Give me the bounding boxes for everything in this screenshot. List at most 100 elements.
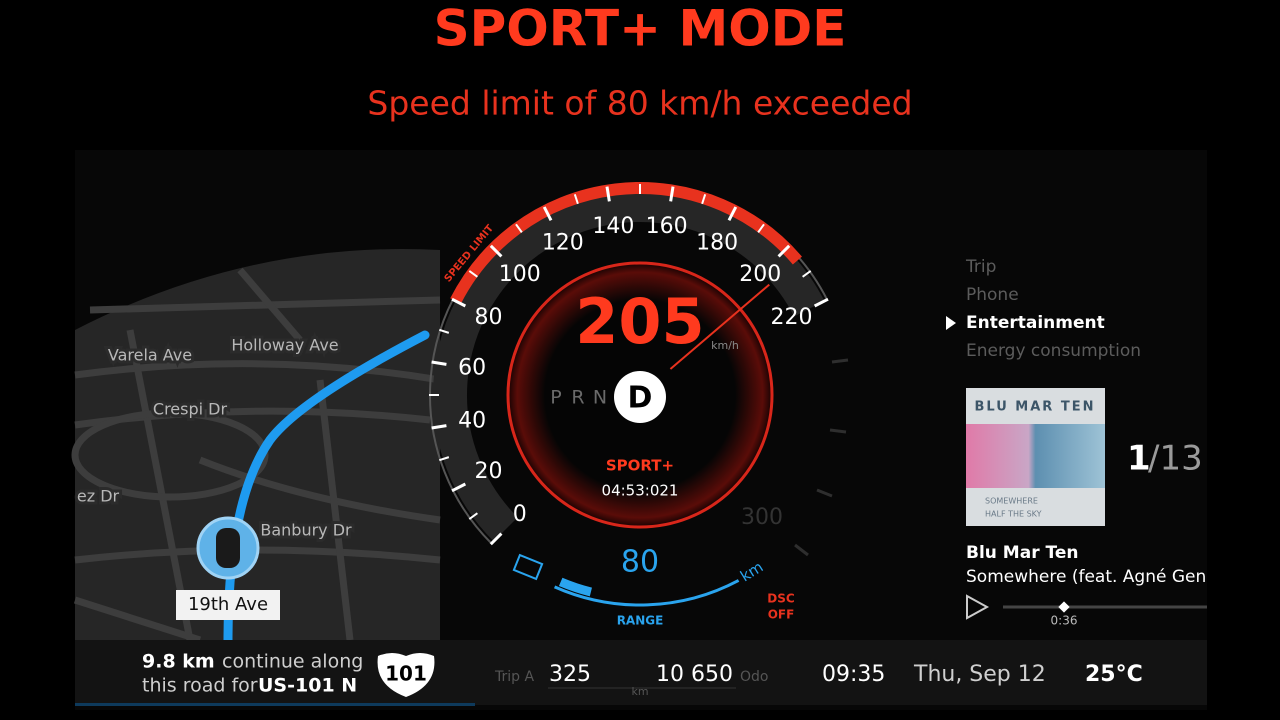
trip-value: 325 [549,662,591,687]
route-number: 101 [385,662,427,686]
gauge-tick [439,328,450,334]
trip-unit: km [631,685,648,698]
gauge-tick [777,244,791,258]
secondary-scale [794,358,849,557]
gauge-tick [431,424,447,430]
speed-gauge: 205 km/h SPORT+ 04:53:021 300 80 km RANG… [429,182,849,628]
current-street-box [176,590,280,620]
nav-road: US-101 N [258,675,357,697]
current-street: 19th Ave [188,594,268,615]
gauge-tick [468,512,478,520]
nav-instruction: continue along [222,651,363,673]
gear: P [550,387,561,409]
gauge-tick [489,532,503,546]
range-bar [558,577,593,597]
gauge-tick [701,194,707,205]
gauge-tick [439,456,450,462]
gauge-tick [515,223,523,233]
footer-glow [75,703,475,706]
temperature: 25°C [1085,662,1143,687]
dsc-label: DSC [767,592,795,606]
gauge-tick-label: 20 [475,459,503,484]
speed-unit: km/h [711,339,739,352]
dsc-label: OFF [768,608,795,622]
range-label: RANGE [617,614,664,628]
car-icon [216,528,240,568]
gauge-tick [813,297,829,308]
battery-icon [512,553,544,581]
map-area [75,249,440,640]
album-footer [966,488,1105,526]
gauge-tick [727,206,738,222]
gauge-tick [757,223,765,233]
menu-item[interactable]: Phone [966,285,1019,305]
gauge-tick-label: 120 [542,231,584,256]
date: Thu, Sep 12 [913,662,1046,687]
nav-distance: 9.8 km [142,651,215,673]
street-label: Holloway Ave [231,336,338,355]
right-panel: Trip Phone Entertainment Energy consumption… [946,257,1207,628]
footer-bar [75,640,1207,705]
album-text: SOMEWHERE [985,497,1038,506]
gear: N [593,387,607,409]
mode-title: SPORT+ MODE [434,0,847,58]
gauge-tick-label: 60 [458,355,486,380]
trip-label: Trip A [494,669,534,685]
roads [71,267,441,644]
gauge-tick-label: 100 [499,262,541,287]
gauge-tick [489,244,503,258]
odometer: 10 650 [656,662,733,687]
warning: Speed limit of 80 km/h exceeded [367,84,912,123]
track-total: /13 [1148,439,1203,479]
gauge-tick-label: 160 [646,214,688,239]
lap-time: 04:53:021 [602,482,679,500]
street-label: ez Dr [77,487,120,506]
menu: Trip Phone Entertainment Energy consumption [946,257,1141,361]
gauge-tick [451,297,467,308]
gauge-tick [468,270,478,278]
gauge-face [433,188,825,542]
artist: Blu Mar Ten [966,543,1078,563]
odo-label: Odo [740,669,768,685]
play-button[interactable] [966,594,990,620]
gauge-tick-label: 140 [592,214,634,239]
gauge-tick [669,186,675,202]
album-banner [966,388,1105,424]
progress-time: 0:36 [1051,614,1078,628]
range-value: 80 [621,545,659,580]
map: Varela Ave Holloway Ave Crespi Dr ez Dr … [71,249,441,645]
gear: R [571,387,584,409]
speed-band [450,182,802,304]
gauge-tick-label: 220 [770,305,812,330]
gauge-tick-label: 40 [458,409,486,434]
range-arc [553,579,740,607]
menu-pointer [946,316,956,330]
gauge-tick [605,186,611,202]
gauge-tick-label: 0 [513,502,527,527]
nav-instruction: this road for [142,675,258,697]
album-text: HALF THE SKY [985,510,1042,519]
route-shield [377,653,435,697]
gauge-tick-label: 180 [696,231,738,256]
clock: 09:35 [822,662,885,687]
needle [669,283,770,370]
gauge-tick-label: 200 [739,262,781,287]
drive-mode: SPORT+ [606,457,674,475]
street-label: Banbury Dr [260,521,352,540]
track-number: 1 [1127,439,1151,479]
gauge-tick-label: 80 [475,305,503,330]
gauge-tick [542,206,553,222]
secondary-tick: 300 [741,505,783,530]
menu-item[interactable]: Trip [965,257,996,277]
footer: 9.8 km continue along this road for US-1… [75,640,1207,706]
progress-knob[interactable] [1058,601,1070,613]
active-gear-badge [614,371,666,423]
gauge-tick [573,194,579,205]
street-label: Varela Ave [108,346,192,365]
menu-item[interactable]: Entertainment [966,313,1105,333]
gauge-tick [802,270,812,278]
menu-item[interactable]: Energy consumption [966,341,1141,361]
street-label: Crespi Dr [153,400,228,419]
